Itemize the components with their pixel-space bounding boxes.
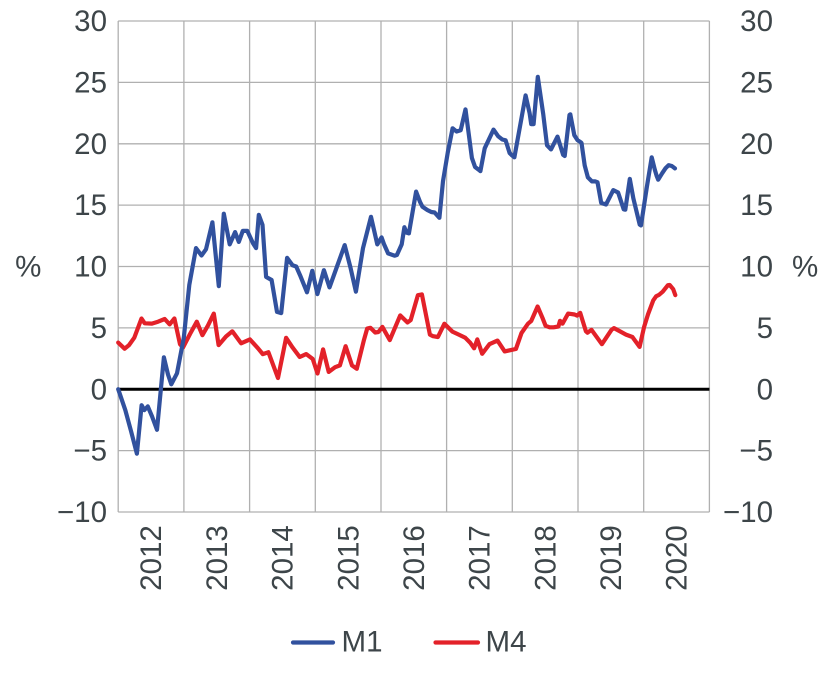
svg-text:−5: −5: [73, 435, 107, 468]
svg-text:5: 5: [757, 312, 773, 345]
svg-text:2017: 2017: [464, 525, 497, 591]
svg-text:5: 5: [91, 312, 107, 345]
svg-text:10: 10: [74, 251, 107, 284]
svg-text:2014: 2014: [267, 525, 300, 591]
svg-text:2016: 2016: [398, 525, 431, 591]
svg-text:30: 30: [74, 5, 107, 38]
svg-text:0: 0: [757, 373, 773, 406]
svg-text:20: 20: [740, 128, 773, 161]
svg-text:%: %: [792, 251, 818, 284]
svg-text:M4: M4: [486, 625, 527, 658]
svg-text:2019: 2019: [595, 525, 628, 591]
svg-text:M1: M1: [342, 625, 383, 658]
svg-text:25: 25: [74, 67, 107, 100]
svg-text:15: 15: [740, 189, 773, 222]
svg-text:20: 20: [74, 128, 107, 161]
svg-text:2013: 2013: [201, 525, 234, 591]
svg-text:−10: −10: [57, 496, 107, 529]
svg-text:−5: −5: [739, 435, 773, 468]
svg-text:%: %: [15, 251, 41, 284]
svg-text:25: 25: [740, 67, 773, 100]
svg-text:30: 30: [740, 5, 773, 38]
svg-text:2015: 2015: [332, 525, 365, 591]
svg-text:15: 15: [74, 189, 107, 222]
svg-text:2020: 2020: [661, 525, 694, 591]
svg-text:2018: 2018: [529, 525, 562, 591]
svg-text:0: 0: [91, 373, 107, 406]
svg-text:2012: 2012: [135, 525, 168, 591]
svg-text:10: 10: [740, 251, 773, 284]
svg-text:−10: −10: [723, 496, 773, 529]
